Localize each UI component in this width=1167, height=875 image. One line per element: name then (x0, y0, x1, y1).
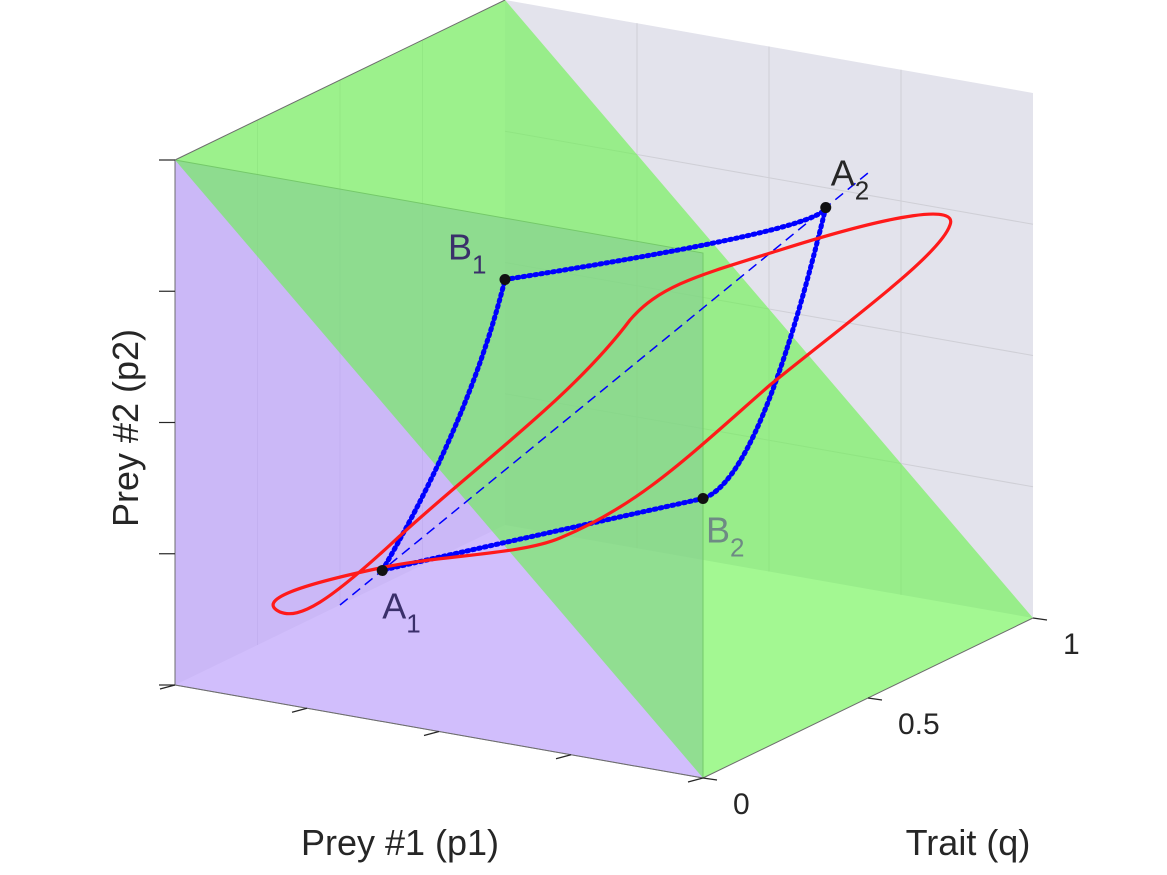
point-b1 (499, 274, 511, 285)
point-a1 (376, 564, 388, 576)
diagonal-dashed (339, 172, 869, 606)
axis-edge (174, 0, 506, 161)
point-b2 (697, 493, 709, 504)
tick-p1 (159, 684, 176, 690)
y-axis-label: Trait (q) (906, 822, 1031, 863)
tick-q (1032, 617, 1048, 621)
tick-p1 (555, 754, 572, 760)
tick-q (867, 697, 883, 701)
tick-p1 (687, 777, 704, 783)
tick-q (702, 777, 718, 781)
curves (271, 172, 953, 616)
z-axis-label: Prey #2 (p2) (105, 329, 146, 527)
tick-p1 (291, 707, 308, 713)
tick-p1 (423, 730, 440, 737)
orbit-a2-b2 (700, 205, 829, 501)
axes: 00.51 (159, 0, 1080, 821)
tick-label-q: 0 (733, 788, 750, 821)
tick-label-q: 0.5 (898, 708, 940, 741)
x-axis-label: Prey #1 (p1) (301, 822, 499, 863)
limit-cycle (271, 212, 953, 616)
orbit-b1-a2 (502, 205, 829, 282)
tick-label-q: 1 (1063, 628, 1080, 661)
point-a2 (820, 202, 832, 214)
